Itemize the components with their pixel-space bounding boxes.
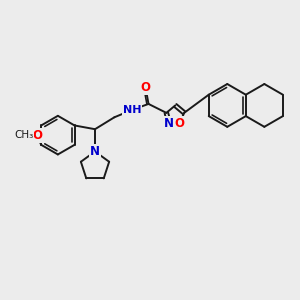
- Text: NH: NH: [123, 105, 141, 115]
- Text: N: N: [90, 145, 100, 158]
- Text: O: O: [140, 81, 151, 94]
- Text: N: N: [164, 117, 174, 130]
- Text: O: O: [175, 117, 185, 130]
- Text: O: O: [32, 129, 42, 142]
- Text: CH₃: CH₃: [14, 130, 33, 140]
